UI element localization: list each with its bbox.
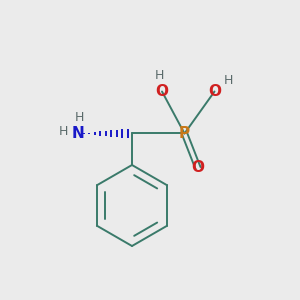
- Text: O: O: [155, 84, 169, 99]
- Text: H: H: [224, 74, 234, 87]
- Text: H: H: [154, 69, 164, 82]
- Text: H: H: [75, 111, 84, 124]
- Text: O: O: [191, 160, 205, 175]
- Text: H: H: [59, 124, 68, 138]
- Text: P: P: [179, 126, 190, 141]
- Text: N: N: [72, 126, 84, 141]
- Text: O: O: [208, 84, 221, 99]
